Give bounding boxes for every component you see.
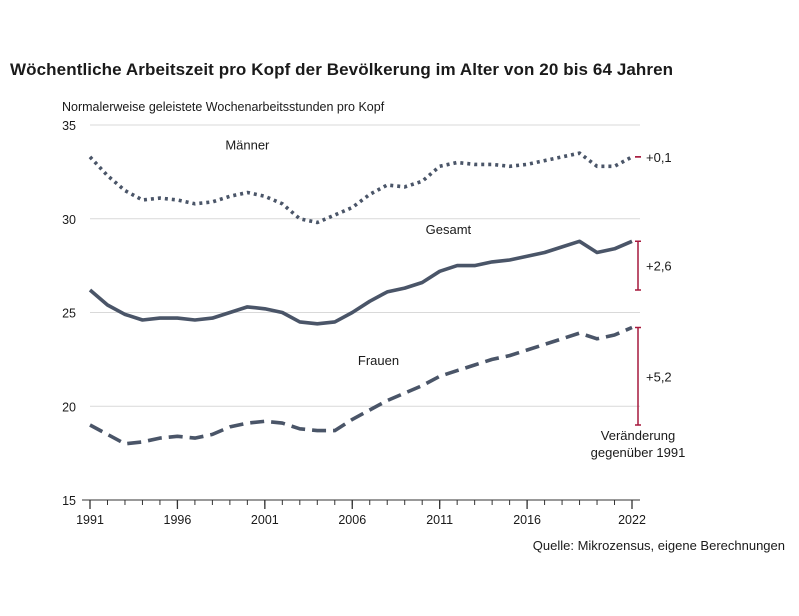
change-annotation: gegenüber 1991	[591, 445, 686, 460]
y-tick-labels: 15 20 25 30 35	[62, 119, 76, 508]
series-line-frauen	[89, 325, 633, 446]
change-value-label: +5,2	[646, 369, 672, 384]
x-tick-label: 2006	[338, 513, 366, 527]
change-markers: +0,1 +2,6 +5,2 Veränderung gegenüber 1991	[591, 150, 686, 460]
x-tick-label: 2001	[251, 513, 279, 527]
series-lines	[88, 151, 633, 446]
change-value-label: +0,1	[646, 150, 672, 165]
change-value-label: +2,6	[646, 259, 672, 274]
series-label: Frauen	[358, 353, 399, 368]
x-tick-label: 2016	[513, 513, 541, 527]
y-axis-label: Normalerweise geleistete Wochenarbeitsst…	[62, 100, 385, 114]
y-tick-label: 20	[62, 400, 76, 414]
source-note: Quelle: Mikrozensus, eigene Berechnungen	[532, 538, 785, 553]
series-label: Männer	[225, 137, 270, 152]
chart-title: Wöchentliche Arbeitszeit pro Kopf der Be…	[10, 60, 674, 79]
series-line-männer	[88, 151, 633, 225]
y-tick-label: 15	[62, 494, 76, 508]
x-tick-labels: 1991 1996 2001 2006 2011 2016 2022	[76, 500, 646, 527]
y-tick-label: 25	[62, 307, 76, 321]
x-tick-label: 1996	[164, 513, 192, 527]
series-line-gesamt	[88, 239, 633, 326]
x-tick-label: 2011	[426, 513, 453, 527]
grid-lines	[82, 124, 640, 501]
series-label: Gesamt	[426, 222, 472, 237]
x-tick-label: 1991	[76, 513, 104, 527]
x-tick-label: 2022	[618, 513, 646, 527]
series-labels: Männer Gesamt Frauen	[225, 137, 471, 368]
y-tick-label: 30	[62, 213, 76, 227]
y-tick-label: 35	[62, 119, 76, 133]
change-annotation: Veränderung	[601, 428, 675, 443]
